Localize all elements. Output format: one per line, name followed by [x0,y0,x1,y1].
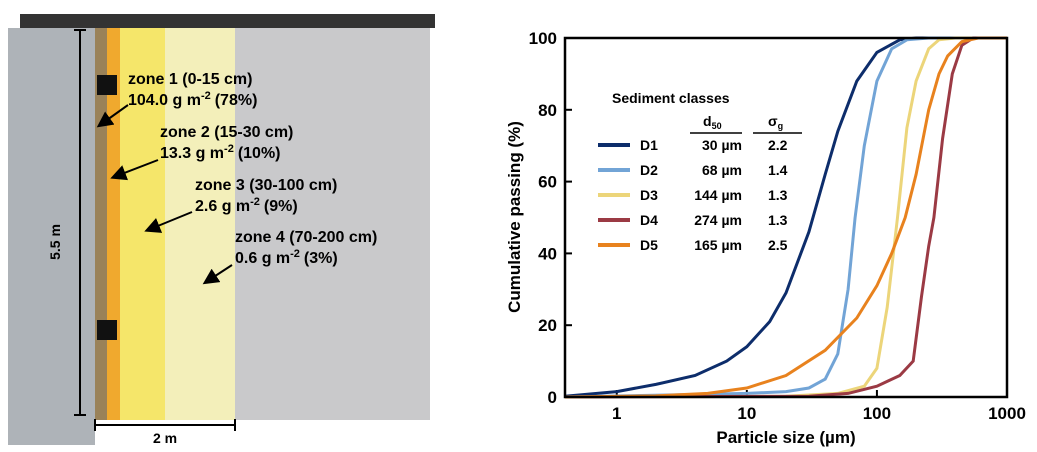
header-base: d [703,113,712,129]
zone-label: zone 3 (30-100 cm) [195,177,337,194]
y-axis-label: Cumulative passing (%) [505,121,524,313]
wall-diagram: 5.5 m 2 m zone 1 (0-15 cm) 104.0 g m-2 (7… [8,14,435,446]
line-series [564,36,1007,399]
y-tick-label: 40 [538,244,557,263]
deposit-share: (3%) [304,250,338,267]
arrow [96,104,129,128]
sampler [97,320,117,340]
header-sub: 50 [712,121,722,131]
legend-name: D3 [640,187,658,203]
zone-labels: zone 1 (0-15 cm) 104.0 g m-2 (78%) zone 2… [128,71,377,267]
x-tick-label: 1000 [988,404,1026,423]
line-series [564,36,1007,399]
strip-zone-4 [165,28,235,420]
legend-d50: 274 µm [694,212,742,228]
dimension-lines [74,29,236,431]
legend-sigma: 1.3 [768,187,788,203]
legend-name: D1 [640,137,658,153]
x-tick-label: 10 [737,404,756,423]
legend-sigma: 1.3 [768,212,788,228]
y-tick-label: 60 [538,173,557,192]
deposit-share: (9%) [264,198,298,215]
zone-label: zone 4 (70-200 cm) [235,229,377,246]
legend-sigma: 1.4 [768,162,788,178]
legend-name: D2 [640,162,658,178]
zone-deposit: 2.6 g m-2 (9%) [195,196,298,215]
legend-sigma-header: σg [768,113,783,131]
deposit-share: (78%) [215,92,258,109]
zone-deposit: 0.6 g m-2 (3%) [235,248,338,267]
deposit-exponent: -2 [250,196,260,208]
arrow [202,264,233,285]
zone-deposit: 13.3 g m-2 (10%) [160,143,281,162]
legend-sigma: 2.5 [768,237,788,253]
y-tick-label: 20 [538,316,557,335]
deposit-amount: 13.3 g m [160,145,224,162]
zone-label: zone 2 (15-30 cm) [160,124,293,141]
sampler [97,75,117,95]
arrow [110,159,159,181]
deposit-exponent: -2 [290,248,300,260]
arrows [96,104,233,285]
height-label: 5.5 m [47,224,63,260]
zone-deposit: 104.0 g m-2 (78%) [128,90,257,109]
width-label: 2 m [153,430,177,446]
deposit-amount: 104.0 g m [128,92,201,109]
deposit-exponent: -2 [201,90,211,102]
deposit-amount: 2.6 g m [195,198,250,215]
y-tick-label: 100 [529,29,557,48]
header-base: σ [768,113,778,129]
arrow [144,211,193,233]
chart: Cumulative passing (%) Particle size (µm… [505,29,1026,447]
legend-name: D5 [640,237,658,253]
plot-frame [563,36,1009,399]
legend-d50: 144 µm [694,187,742,203]
legend-d50: 68 µm [702,162,742,178]
x-tick-label: 100 [863,404,891,423]
legend-d50-header: d50 [703,113,722,131]
y-tick-label: 0 [548,388,557,407]
deposit-exponent: -2 [224,143,234,155]
y-tick-label: 80 [538,101,557,120]
legend-sigma: 2.2 [768,137,788,153]
legend-d50: 30 µm [702,137,742,153]
zone-label: zone 1 (0-15 cm) [128,71,252,88]
legend-title: Sediment classes [612,90,730,106]
legend-name: D4 [640,212,658,228]
x-tick-label: 1 [612,404,621,423]
deposit-amount: 0.6 g m [235,250,290,267]
deposit-share: (10%) [238,145,281,162]
roof [20,14,435,28]
x-axis-label: Particle size (µm) [716,428,855,447]
line-series [564,36,1007,399]
legend-d50: 165 µm [694,237,742,253]
header-sub: g [778,121,784,131]
